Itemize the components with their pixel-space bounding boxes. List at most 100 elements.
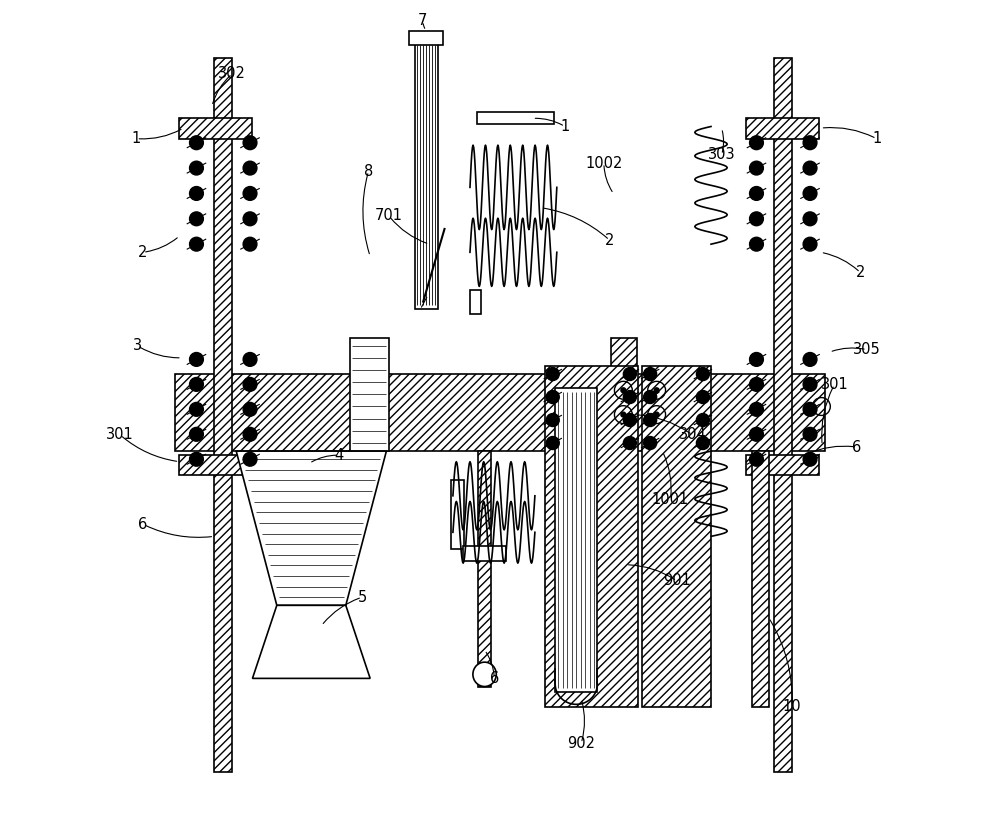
Circle shape (644, 390, 657, 403)
Text: 1: 1 (132, 131, 141, 146)
Text: 3: 3 (133, 338, 142, 353)
Circle shape (243, 353, 257, 367)
Circle shape (750, 353, 763, 367)
Bar (545, 366, 638, 706)
Circle shape (644, 437, 657, 450)
Circle shape (546, 367, 559, 380)
Circle shape (190, 237, 203, 251)
Bar (611, 337, 637, 451)
Circle shape (696, 367, 709, 380)
Circle shape (750, 402, 763, 416)
Circle shape (750, 161, 763, 175)
Text: 1: 1 (872, 131, 881, 146)
Circle shape (644, 414, 657, 427)
Bar (179, 455, 252, 476)
Bar (214, 58, 232, 772)
Text: 8: 8 (364, 163, 373, 179)
Text: 701: 701 (375, 208, 403, 224)
Circle shape (623, 367, 636, 380)
Text: 6: 6 (138, 517, 148, 532)
Circle shape (190, 377, 203, 391)
Text: 6: 6 (490, 671, 499, 686)
Circle shape (803, 428, 817, 441)
Bar (746, 119, 819, 139)
Circle shape (190, 428, 203, 441)
Circle shape (696, 414, 709, 427)
Text: 10: 10 (783, 699, 801, 715)
Text: 302: 302 (218, 66, 246, 81)
Circle shape (190, 136, 203, 150)
Circle shape (803, 186, 817, 200)
Text: 303: 303 (708, 147, 735, 163)
Circle shape (621, 388, 626, 393)
Text: 6: 6 (852, 440, 862, 454)
Circle shape (803, 161, 817, 175)
Text: 1002: 1002 (585, 155, 623, 171)
Text: 304: 304 (678, 428, 706, 442)
Bar (415, 41, 438, 309)
Circle shape (243, 452, 257, 466)
Text: 902: 902 (567, 736, 595, 751)
Polygon shape (236, 451, 386, 606)
Bar (642, 366, 711, 706)
Circle shape (243, 402, 257, 416)
Bar (175, 374, 825, 451)
Circle shape (696, 437, 709, 450)
Circle shape (546, 414, 559, 427)
Text: 301: 301 (106, 428, 134, 442)
Circle shape (750, 428, 763, 441)
Circle shape (243, 186, 257, 200)
Text: 2: 2 (605, 233, 614, 248)
Circle shape (750, 452, 763, 466)
Text: 1001: 1001 (652, 493, 689, 507)
Circle shape (190, 186, 203, 200)
Bar (555, 388, 597, 692)
Circle shape (654, 412, 659, 417)
Ellipse shape (473, 662, 496, 686)
Circle shape (803, 237, 817, 251)
Bar (746, 455, 819, 476)
Bar (478, 451, 491, 686)
Circle shape (546, 437, 559, 450)
Circle shape (750, 136, 763, 150)
Circle shape (190, 402, 203, 416)
Text: 301: 301 (821, 377, 848, 392)
Text: 901: 901 (663, 573, 691, 589)
Circle shape (190, 212, 203, 226)
Circle shape (750, 377, 763, 391)
Bar (470, 289, 481, 314)
Circle shape (243, 161, 257, 175)
Circle shape (803, 452, 817, 466)
Text: 2: 2 (138, 245, 148, 260)
Circle shape (696, 390, 709, 403)
Polygon shape (252, 606, 370, 678)
Text: 1: 1 (560, 119, 570, 134)
Circle shape (803, 377, 817, 391)
Circle shape (750, 186, 763, 200)
Circle shape (803, 136, 817, 150)
Circle shape (654, 388, 659, 393)
Text: 2: 2 (856, 265, 865, 280)
Circle shape (803, 212, 817, 226)
Circle shape (623, 414, 636, 427)
Bar (179, 119, 252, 139)
Circle shape (243, 428, 257, 441)
Circle shape (546, 390, 559, 403)
Circle shape (644, 367, 657, 380)
Text: 7: 7 (418, 14, 428, 28)
Bar (477, 112, 554, 124)
Text: 5: 5 (357, 589, 367, 605)
Circle shape (750, 237, 763, 251)
Bar (451, 480, 464, 549)
Circle shape (803, 353, 817, 367)
Bar (350, 337, 389, 451)
Bar (774, 58, 792, 772)
Circle shape (190, 353, 203, 367)
Circle shape (190, 452, 203, 466)
Text: 4: 4 (335, 448, 344, 463)
Circle shape (243, 136, 257, 150)
Circle shape (623, 437, 636, 450)
Circle shape (243, 377, 257, 391)
Bar (752, 451, 769, 706)
Bar (463, 546, 506, 561)
